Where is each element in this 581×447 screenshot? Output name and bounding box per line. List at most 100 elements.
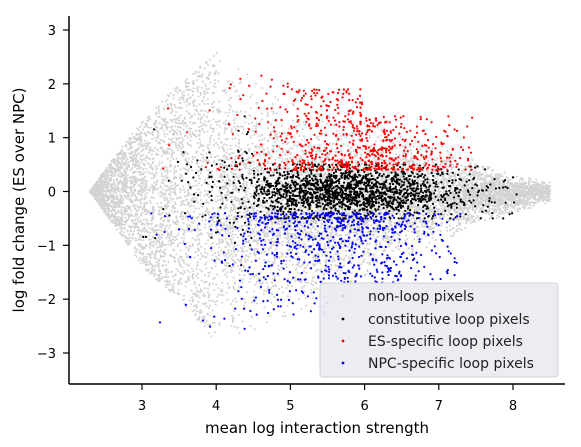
non-loop-point <box>232 276 235 279</box>
non-loop-point <box>311 256 315 259</box>
non-loop-point <box>326 272 329 275</box>
non-loop-point <box>191 94 194 97</box>
non-loop-point <box>300 264 303 267</box>
non-loop-point <box>221 301 224 304</box>
non-loop-point <box>171 275 174 278</box>
non-loop-point <box>379 134 382 137</box>
non-loop-point <box>439 214 442 217</box>
non-loop-point <box>199 258 202 261</box>
non-loop-point <box>291 263 294 266</box>
non-loop-point <box>266 177 269 180</box>
non-loop-point <box>286 158 289 161</box>
non-loop-point <box>190 127 193 130</box>
non-loop-point <box>206 130 209 133</box>
non-loop-point <box>137 233 140 236</box>
non-loop-point <box>131 150 135 154</box>
non-loop-point <box>340 258 343 261</box>
non-loop-point <box>302 135 305 138</box>
non-loop-point <box>234 137 237 140</box>
non-loop-point <box>379 139 382 142</box>
non-loop-point <box>218 146 221 149</box>
non-loop-point <box>302 121 305 124</box>
non-loop-point <box>128 205 131 208</box>
non-loop-point <box>488 180 491 183</box>
non-loop-point <box>471 159 474 162</box>
non-loop-point <box>388 160 391 163</box>
non-loop-point <box>246 143 249 146</box>
non-loop-point <box>239 110 242 113</box>
non-loop-point <box>234 144 237 147</box>
non-loop-point <box>173 279 176 282</box>
non-loop-point <box>229 105 233 108</box>
non-loop-point <box>420 233 424 236</box>
non-loop-point <box>126 240 129 243</box>
non-loop-point <box>175 157 178 160</box>
non-loop-point <box>150 164 153 167</box>
non-loop-point <box>197 71 200 74</box>
non-loop-point <box>310 145 313 148</box>
non-loop-point <box>224 254 227 257</box>
non-loop-point <box>242 182 245 186</box>
non-loop-point <box>203 287 206 290</box>
non-loop-point <box>210 224 213 227</box>
non-loop-point <box>143 122 147 125</box>
non-loop-point <box>262 228 265 232</box>
non-loop-point <box>163 133 166 136</box>
non-loop-point <box>211 189 214 192</box>
non-loop-point <box>238 142 241 145</box>
non-loop-point <box>353 131 356 134</box>
non-loop-point <box>126 148 130 151</box>
non-loop-point <box>216 210 219 213</box>
non-loop-point <box>254 170 257 173</box>
non-loop-point <box>390 160 393 163</box>
non-loop-point <box>233 251 236 254</box>
non-loop-point <box>136 218 139 221</box>
non-loop-point <box>199 199 202 202</box>
non-loop-point <box>140 187 143 190</box>
non-loop-point <box>154 111 158 114</box>
non-loop-point <box>193 194 196 197</box>
non-loop-point <box>199 66 202 70</box>
non-loop-point <box>378 241 381 244</box>
non-loop-point <box>158 161 161 164</box>
non-loop-point <box>200 86 203 89</box>
non-loop-point <box>319 158 322 162</box>
non-loop-point <box>157 229 160 232</box>
non-loop-point <box>134 225 138 228</box>
non-loop-point <box>292 185 295 189</box>
non-loop-point <box>441 203 444 206</box>
non-loop-point <box>163 199 166 202</box>
non-loop-point <box>442 175 445 178</box>
non-loop-point <box>434 238 437 241</box>
non-loop-point <box>168 165 171 168</box>
non-loop-point <box>224 230 227 233</box>
non-loop-point <box>205 199 208 202</box>
non-loop-point <box>448 224 451 227</box>
non-loop-point <box>145 257 148 260</box>
non-loop-point <box>178 260 181 263</box>
non-loop-point <box>170 180 173 183</box>
non-loop-point <box>143 139 146 142</box>
non-loop-point <box>217 242 221 245</box>
non-loop-point <box>320 222 323 225</box>
non-loop-point <box>225 144 228 147</box>
non-loop-point <box>460 228 464 231</box>
non-loop-point <box>252 160 255 163</box>
non-loop-point <box>318 122 321 125</box>
non-loop-point <box>104 212 107 215</box>
non-loop-point <box>168 189 171 192</box>
non-loop-point <box>210 127 214 130</box>
non-loop-point <box>252 296 255 299</box>
non-loop-point <box>245 158 248 161</box>
non-loop-point <box>176 106 179 109</box>
non-loop-point <box>458 171 461 174</box>
non-loop-point <box>274 284 277 287</box>
non-loop-point <box>246 181 249 184</box>
non-loop-point <box>137 133 140 136</box>
non-loop-point <box>280 124 283 127</box>
non-loop-point <box>241 188 244 191</box>
non-loop-point <box>134 219 137 222</box>
non-loop-point <box>413 238 416 241</box>
non-loop-point <box>169 253 172 256</box>
non-loop-point <box>270 232 273 235</box>
